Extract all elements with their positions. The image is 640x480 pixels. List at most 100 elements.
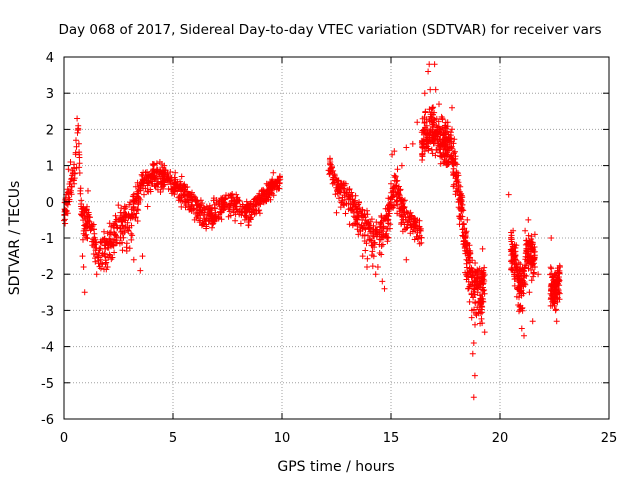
data-point: [348, 189, 355, 196]
data-point: [327, 155, 333, 162]
data-point: [262, 193, 269, 200]
data-point: [551, 300, 558, 307]
data-point: [471, 277, 478, 284]
data-point: [508, 252, 515, 259]
data-point: [369, 242, 376, 249]
data-point: [92, 247, 99, 254]
data-point: [401, 204, 407, 211]
data-point: [511, 271, 518, 278]
data-point: [101, 266, 107, 273]
data-point: [110, 242, 117, 249]
data-point: [359, 253, 366, 260]
data-point: [475, 273, 482, 280]
data-point: [513, 242, 520, 249]
data-point: [415, 235, 422, 242]
data-point: [382, 215, 389, 222]
data-point: [224, 203, 230, 209]
data-point: [175, 197, 182, 204]
data-point: [394, 166, 401, 173]
data-point: [141, 191, 147, 198]
data-point: [134, 206, 141, 213]
data-point: [263, 180, 270, 187]
data-point: [274, 182, 281, 189]
data-point: [475, 310, 482, 317]
data-point: [427, 127, 434, 134]
data-point: [437, 131, 444, 138]
data-point: [91, 226, 97, 233]
data-point: [513, 293, 520, 300]
data-point: [449, 126, 455, 133]
data-point: [526, 253, 533, 260]
data-point: [518, 325, 525, 332]
data-point: [243, 212, 250, 219]
data-point: [387, 195, 394, 202]
data-point: [135, 201, 142, 208]
data-point: [431, 109, 438, 116]
data-point: [449, 104, 455, 111]
data-point: [469, 350, 476, 357]
data-point: [403, 256, 410, 263]
data-point: [74, 115, 81, 122]
data-point: [438, 113, 445, 120]
data-point: [126, 245, 133, 252]
data-point: [82, 215, 89, 222]
data-point: [397, 187, 404, 194]
data-point: [247, 200, 254, 207]
data-point: [116, 216, 123, 223]
data-point: [357, 227, 364, 234]
data-point: [252, 195, 259, 202]
data-point: [192, 197, 199, 203]
data-point: [139, 178, 145, 185]
data-point: [84, 203, 90, 210]
data-point: [356, 199, 362, 206]
data-point: [250, 203, 257, 210]
data-point: [459, 201, 466, 208]
data-point: [156, 168, 163, 175]
data-point: [276, 173, 283, 180]
data-point: [374, 264, 381, 270]
chart-title: Day 068 of 2017, Sidereal Day-to-day VTE…: [58, 22, 601, 38]
data-point: [383, 230, 390, 237]
data-point: [340, 180, 346, 187]
data-point: [243, 198, 250, 205]
data-point: [211, 213, 218, 220]
data-point: [187, 193, 194, 200]
data-point: [555, 289, 562, 296]
data-point: [119, 214, 126, 221]
y-tick-label: -6: [41, 413, 54, 428]
data-point: [481, 329, 488, 336]
data-point: [452, 188, 459, 195]
data-point: [449, 145, 456, 152]
data-point: [130, 193, 137, 200]
data-point: [426, 61, 433, 68]
data-point: [119, 222, 126, 229]
data-point: [168, 174, 175, 181]
data-point: [230, 202, 237, 209]
data-point: [204, 206, 211, 213]
data-point: [83, 234, 90, 241]
data-point: [370, 233, 377, 240]
data-point: [203, 225, 210, 232]
data-point: [473, 311, 479, 317]
data-point: [468, 291, 475, 298]
data-point: [525, 216, 532, 223]
data-point: [455, 198, 462, 205]
data-point: [524, 248, 531, 255]
data-point: [453, 161, 460, 168]
data-point: [181, 181, 188, 188]
data-point: [531, 254, 538, 261]
data-point: [369, 263, 376, 270]
data-point: [370, 253, 377, 260]
data-point: [521, 265, 528, 271]
data-point: [411, 236, 418, 243]
data-point: [481, 272, 488, 279]
data-point: [75, 140, 82, 147]
data-point: [479, 320, 486, 327]
data-point: [239, 203, 246, 210]
data-point: [245, 222, 252, 229]
data-point: [505, 191, 512, 198]
data-point: [81, 289, 88, 296]
data-point: [156, 159, 163, 165]
data-point: [523, 237, 530, 244]
x-axis-ticks: 0 5 10 15 20 25: [60, 57, 617, 446]
